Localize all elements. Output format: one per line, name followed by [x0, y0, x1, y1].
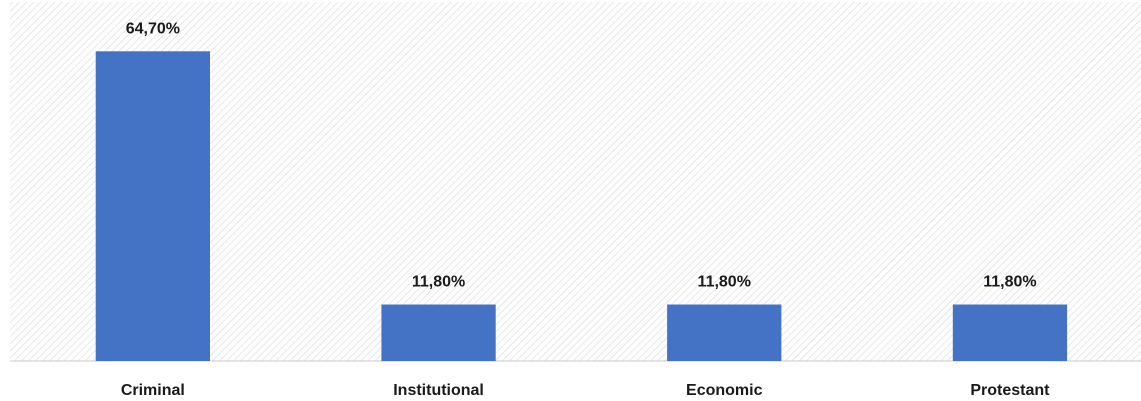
bar — [95, 51, 210, 361]
x-tick-label: Protestant — [970, 382, 1050, 399]
data-label: 11,80% — [698, 274, 751, 291]
data-label: 64,70% — [126, 21, 180, 38]
data-label: 11,80% — [412, 274, 465, 291]
x-tick-label: Institutional — [393, 382, 484, 399]
x-tick-label: Economic — [686, 382, 763, 399]
x-tick-label: Criminal — [121, 382, 185, 399]
bar — [381, 304, 496, 361]
data-label: 11,80% — [983, 274, 1036, 291]
bar — [667, 304, 782, 361]
bar — [952, 304, 1068, 361]
